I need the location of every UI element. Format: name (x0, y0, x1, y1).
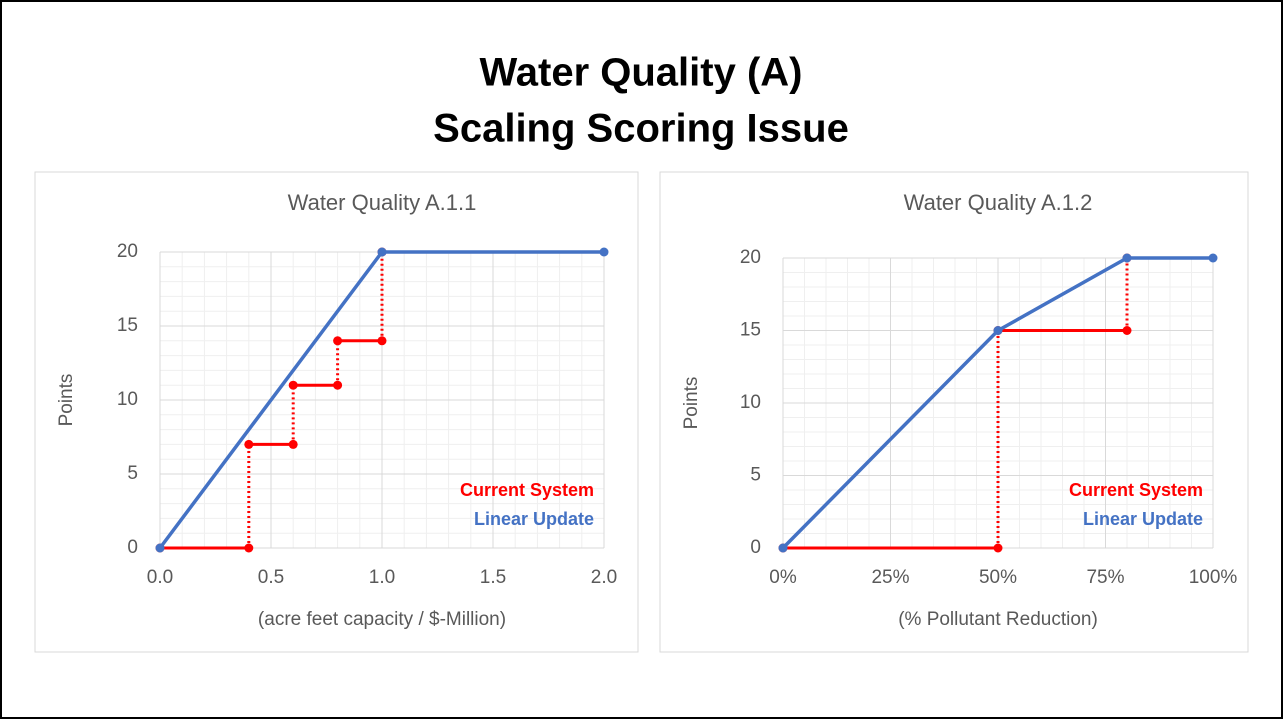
slide-title: Scaling Scoring Issue (433, 107, 849, 151)
x-axis-label: (acre feet capacity / $-Million) (258, 609, 506, 630)
x-tick-label: 1.0 (369, 567, 395, 588)
legend-entry: Linear Update (474, 509, 594, 529)
y-tick-label: 15 (117, 315, 138, 336)
x-tick-label: 0.5 (258, 567, 284, 588)
point (993, 543, 1003, 553)
x-tick-label: 2.0 (591, 567, 617, 588)
slide-title: Water Quality (A) (480, 51, 803, 95)
x-tick-label: 75% (1086, 567, 1124, 588)
y-tick-label: 10 (740, 392, 761, 413)
chart-title: Water Quality A.1.1 (288, 190, 477, 215)
series-line (781, 256, 1213, 550)
x-tick-label: 0% (769, 567, 797, 588)
point (244, 543, 254, 553)
y-tick-label: 5 (750, 465, 761, 486)
point (377, 336, 387, 346)
y-axis-label: Points (681, 377, 702, 430)
point (288, 380, 298, 390)
x-tick-label: 1.5 (480, 567, 506, 588)
y-tick-label: 5 (127, 463, 138, 484)
y-tick-label: 0 (750, 537, 761, 558)
point (244, 439, 254, 449)
point (155, 543, 165, 553)
point (599, 247, 609, 257)
y-tick-label: 0 (127, 537, 138, 558)
y-tick-label: 20 (740, 247, 761, 268)
chart-title: Water Quality A.1.2 (904, 190, 1093, 215)
legend-entry: Current System (460, 480, 594, 500)
y-axis-label: Points (56, 374, 77, 427)
x-axis-label: (% Pollutant Reduction) (898, 609, 1098, 630)
chart-panel (659, 171, 1249, 653)
x-tick-label: 100% (1189, 567, 1238, 588)
legend-entry: Current System (1069, 480, 1203, 500)
point (377, 247, 387, 257)
x-tick-label: 25% (871, 567, 909, 588)
y-tick-label: 10 (117, 389, 138, 410)
point (288, 439, 298, 449)
y-tick-label: 15 (740, 320, 761, 341)
point (778, 543, 788, 553)
legend-entry: Linear Update (1083, 509, 1203, 529)
point (333, 336, 343, 346)
point (993, 326, 1003, 335)
y-tick-label: 20 (117, 241, 138, 262)
point (1208, 253, 1218, 263)
point (1122, 326, 1132, 335)
x-tick-label: 50% (979, 567, 1017, 588)
point (1122, 253, 1132, 263)
x-tick-label: 0.0 (147, 567, 173, 588)
point (333, 380, 343, 390)
